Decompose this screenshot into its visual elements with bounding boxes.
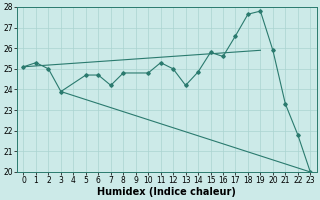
X-axis label: Humidex (Indice chaleur): Humidex (Indice chaleur) (98, 187, 236, 197)
